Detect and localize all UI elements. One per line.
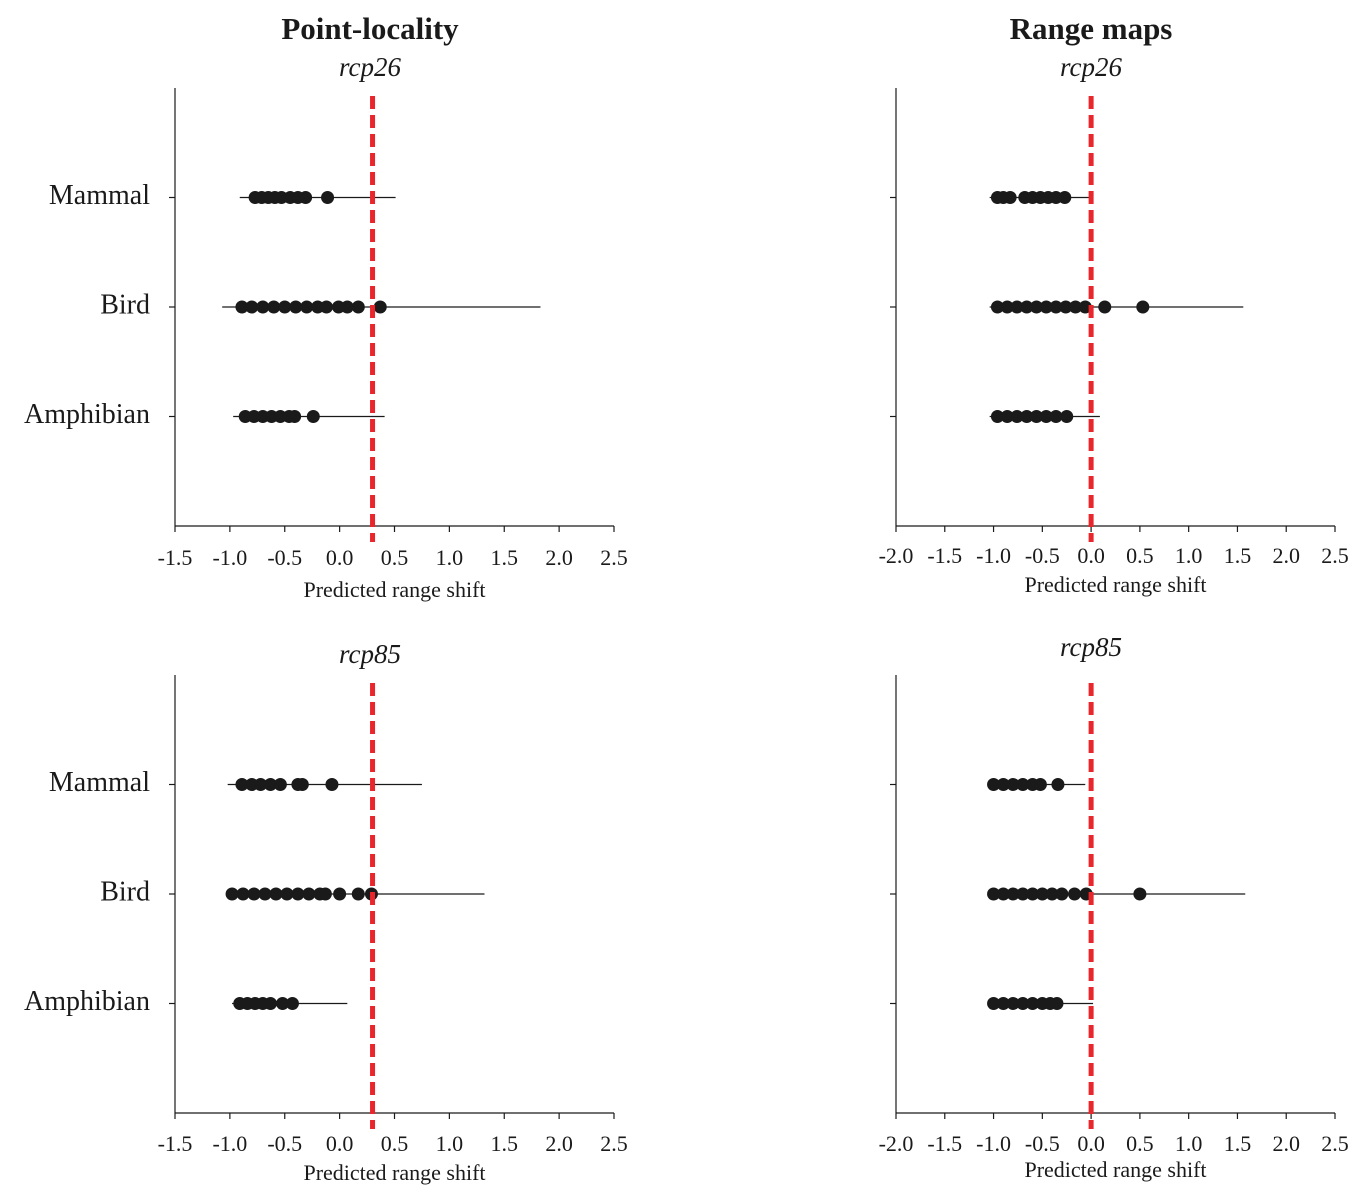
point (1133, 888, 1146, 901)
x-tick-label: -1.0 (212, 1131, 247, 1156)
x-tick-label: 0.0 (1077, 1131, 1105, 1156)
point (288, 410, 301, 423)
point (299, 191, 312, 204)
x-tick-label: 2.0 (1272, 1131, 1300, 1156)
x-tick-label: 2.5 (600, 1131, 628, 1156)
x-tick-label: 1.5 (1224, 1131, 1252, 1156)
point (352, 888, 365, 901)
point (1058, 191, 1071, 204)
x-axis-label: Predicted range shift (1024, 1157, 1206, 1182)
point (307, 410, 320, 423)
figure: -1.5 -1.0 -0.5 0.0 0.5 1.0 1.5 2.0 2.5 Predicted … (0, 0, 1365, 1187)
point (1060, 410, 1073, 423)
y-tick-label: Mammal (49, 767, 150, 798)
x-tick-label: -1.0 (212, 545, 247, 570)
x-tick-label: -1.5 (158, 1131, 193, 1156)
subtitle: rcp85 (1060, 632, 1122, 662)
point (1050, 997, 1063, 1010)
x-tick-label: 2.5 (1321, 543, 1349, 568)
point (1051, 778, 1064, 791)
y-tick-label: Bird (100, 876, 150, 907)
x-axis-label: Predicted range shift (1024, 572, 1206, 597)
x-tick-label: 2.0 (1272, 543, 1300, 568)
point (264, 997, 277, 1010)
point (352, 301, 365, 314)
point (321, 191, 334, 204)
x-tick-label: -1.5 (927, 543, 962, 568)
point (374, 301, 387, 314)
subtitle: rcp26 (339, 52, 401, 82)
column-title: Range maps (1010, 11, 1173, 46)
x-tick-label: 1.5 (491, 1131, 519, 1156)
x-tick-label: 1.0 (436, 1131, 464, 1156)
x-tick-label: -1.0 (976, 1131, 1011, 1156)
x-tick-label: 0.0 (326, 545, 354, 570)
y-tick-label: Amphibian (24, 986, 150, 1017)
x-tick-label: 2.0 (545, 545, 573, 570)
y-tick-label: Bird (100, 289, 150, 320)
x-tick-label: -0.5 (267, 545, 302, 570)
point (1004, 191, 1017, 204)
x-tick-label: 1.5 (1224, 543, 1252, 568)
x-tick-label: -2.0 (879, 1131, 914, 1156)
x-tick-label: -1.0 (976, 543, 1011, 568)
point (1136, 301, 1149, 314)
point (325, 778, 338, 791)
x-axis-label: Predicted range shift (303, 577, 485, 602)
x-axis-label: Predicted range shift (303, 1160, 485, 1185)
x-tick-label: 0.0 (326, 1131, 354, 1156)
x-tick-label: -1.5 (158, 545, 193, 570)
x-tick-label: -0.5 (1025, 1131, 1060, 1156)
x-tick-label: 0.5 (1126, 1131, 1154, 1156)
x-tick-label: -0.5 (1025, 543, 1060, 568)
x-tick-label: -0.5 (267, 1131, 302, 1156)
column-title: Point-locality (281, 11, 459, 46)
point (286, 997, 299, 1010)
x-tick-label: 1.5 (491, 545, 519, 570)
x-tick-label: 0.0 (1077, 543, 1105, 568)
x-tick-label: 1.0 (1175, 543, 1203, 568)
point (1055, 888, 1068, 901)
x-tick-label: 2.5 (600, 545, 628, 570)
x-tick-label: -2.0 (879, 543, 914, 568)
x-tick-label: 0.5 (1126, 543, 1154, 568)
point (320, 301, 333, 314)
x-tick-label: 1.0 (436, 545, 464, 570)
point (274, 778, 287, 791)
point (1098, 301, 1111, 314)
x-tick-label: -1.5 (927, 1131, 962, 1156)
subtitle: rcp26 (1060, 52, 1122, 82)
subtitle: rcp85 (339, 639, 401, 669)
x-tick-label: 2.0 (545, 1131, 573, 1156)
x-tick-label: 1.0 (1175, 1131, 1203, 1156)
point (333, 888, 346, 901)
x-tick-label: 0.5 (381, 1131, 409, 1156)
point (319, 888, 332, 901)
x-tick-label: 0.5 (381, 545, 409, 570)
point (296, 778, 309, 791)
x-tick-label: 2.5 (1321, 1131, 1349, 1156)
y-tick-label: Amphibian (24, 399, 150, 430)
point (1034, 778, 1047, 791)
point (1068, 888, 1081, 901)
y-tick-label: Mammal (49, 180, 150, 211)
